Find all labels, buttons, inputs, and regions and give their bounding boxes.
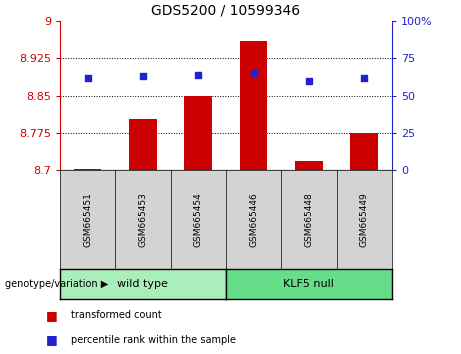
Point <box>84 75 91 81</box>
Bar <box>74 169 101 170</box>
Text: GSM665446: GSM665446 <box>249 192 258 247</box>
Text: genotype/variation ▶: genotype/variation ▶ <box>5 279 108 289</box>
Text: GSM665453: GSM665453 <box>138 192 148 247</box>
Text: GSM665448: GSM665448 <box>304 192 313 247</box>
Bar <box>184 96 212 170</box>
Text: GSM665449: GSM665449 <box>360 192 369 247</box>
Bar <box>240 41 267 170</box>
Point <box>139 73 147 79</box>
Text: ■: ■ <box>46 333 58 346</box>
Title: GDS5200 / 10599346: GDS5200 / 10599346 <box>151 3 301 17</box>
Point <box>195 72 202 78</box>
Text: GSM665451: GSM665451 <box>83 192 92 247</box>
Point <box>361 75 368 81</box>
Bar <box>350 133 378 170</box>
Text: transformed count: transformed count <box>71 310 162 320</box>
Text: percentile rank within the sample: percentile rank within the sample <box>71 335 236 345</box>
Text: GSM665454: GSM665454 <box>194 192 203 247</box>
Text: wild type: wild type <box>118 279 168 289</box>
Text: KLF5 null: KLF5 null <box>284 279 334 289</box>
Bar <box>129 119 157 170</box>
Point <box>305 78 313 84</box>
Bar <box>295 161 323 170</box>
Point <box>250 70 257 76</box>
Text: ■: ■ <box>46 309 58 321</box>
